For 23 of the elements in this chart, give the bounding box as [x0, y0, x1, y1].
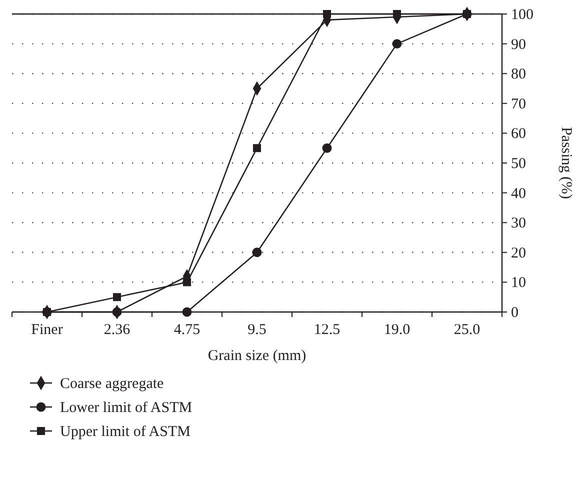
y-tick-label: 0 — [511, 305, 518, 321]
legend-label: Lower limit of ASTM — [60, 400, 192, 416]
legend-label: Coarse aggregate — [60, 376, 164, 392]
y-tick-label: 50 — [511, 156, 526, 172]
y-tick-label: 40 — [511, 186, 526, 202]
x-axis-title: Grain size (mm) — [208, 348, 306, 364]
x-tick-label: 2.36 — [104, 322, 131, 338]
x-tick-label: 4.75 — [174, 322, 200, 338]
x-tick-label: 12.5 — [314, 322, 340, 338]
y-tick-label: 80 — [511, 66, 526, 83]
y-tick-label: 30 — [511, 216, 526, 232]
x-tick-label: 25.0 — [454, 322, 480, 338]
y-tick-label: 10 — [511, 275, 526, 292]
x-tick-label: 9.5 — [248, 322, 266, 338]
y-axis-title: Passing (%) — [558, 126, 574, 200]
legend-label: Upper limit of ASTM — [60, 424, 190, 440]
y-tick-label: 20 — [511, 245, 526, 262]
y-tick-label: 100 — [511, 7, 534, 23]
x-tick-label: 19.0 — [384, 322, 410, 338]
y-tick-label: 60 — [511, 126, 526, 142]
y-tick-label: 90 — [511, 36, 526, 53]
x-tick-label: Finer — [31, 322, 63, 338]
y-tick-label: 70 — [511, 96, 526, 112]
